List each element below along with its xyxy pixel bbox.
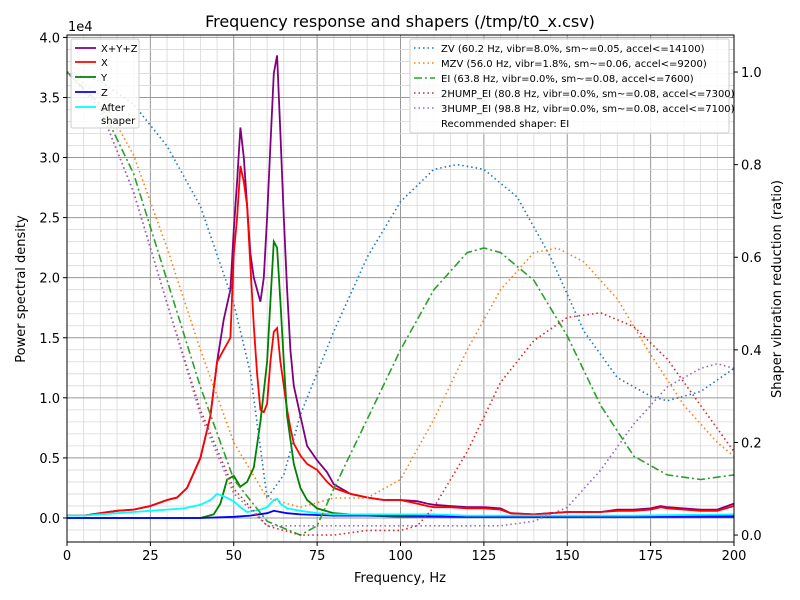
shaper-series-group xyxy=(66,71,735,536)
shaper-line xyxy=(66,71,735,509)
legend-psd-label: shaper xyxy=(101,116,136,127)
x-tick-label: 25 xyxy=(142,549,159,564)
y2-tick-label: 0.2 xyxy=(741,436,762,451)
legend-shaper-label: MZV (56.0 Hz, vibr=1.8%, sm~=0.06, accel… xyxy=(441,59,707,70)
x-axis-label: Frequency, Hz xyxy=(354,571,446,586)
y2-tick-label: 0.0 xyxy=(741,529,762,544)
legend-psd-label: After xyxy=(101,103,126,114)
y-scale-note: 1e4 xyxy=(68,20,93,35)
grid-lines xyxy=(67,35,734,543)
y-tick-label: 4.0 xyxy=(39,31,60,46)
y-tick-label: 3.5 xyxy=(39,91,60,106)
y-tick-label: 1.0 xyxy=(39,392,60,407)
legend-psd-label: Z xyxy=(101,88,108,99)
x-tick-label: 200 xyxy=(722,549,747,564)
legend-shaper-label: 3HUMP_EI (98.8 Hz, vibr=0.0%, sm~=0.08, … xyxy=(441,104,735,115)
y2-tick-label: 0.4 xyxy=(741,344,762,359)
x-tick-label: 150 xyxy=(555,549,580,564)
y-tick-label: 1.5 xyxy=(39,332,60,347)
psd-line xyxy=(67,492,735,517)
y-tick-label: 2.0 xyxy=(39,272,60,287)
y2-tick-label: 1.0 xyxy=(741,66,762,81)
legend-psd-label: X+Y+Z xyxy=(101,44,138,55)
legend-shapers-box xyxy=(409,38,730,134)
legend-psd-label: X xyxy=(101,58,108,69)
y-tick-label: 0.5 xyxy=(39,452,60,467)
legend-shaper-label: ZV (60.2 Hz, vibr=8.0%, sm~=0.05, accel<… xyxy=(441,44,705,55)
shaper-line xyxy=(66,71,735,501)
y2-tick-label: 0.6 xyxy=(741,251,762,266)
x-axis-ticks: 0 25 50 75 100 125 150 175 200 xyxy=(63,542,747,564)
y-axis-label: Power spectral density xyxy=(14,215,29,363)
legend-psd: X+Y+Z XYZ After shaper xyxy=(70,38,140,129)
y-tick-label: 3.0 xyxy=(39,152,60,167)
x-tick-label: 0 xyxy=(63,549,71,564)
x-tick-label: 50 xyxy=(225,549,242,564)
y-tick-label: 2.5 xyxy=(39,212,60,227)
x-tick-label: 100 xyxy=(388,549,413,564)
legend-shaper-label: EI (63.8 Hz, vibr=0.0%, sm~=0.08, accel<… xyxy=(441,74,694,85)
recommended-shaper-label: Recommended shaper: EI xyxy=(441,119,569,130)
legend-shaper-label: 2HUMP_EI (80.8 Hz, vibr=0.0%, sm~=0.08, … xyxy=(441,89,735,100)
legend-psd-label: Y xyxy=(100,73,108,84)
psd-line xyxy=(67,509,734,519)
legend-shapers: ZV (60.2 Hz, vibr=8.0%, sm~=0.05, accel<… xyxy=(409,38,735,134)
y-tick-label: 0.0 xyxy=(39,512,60,527)
x-tick-label: 125 xyxy=(471,549,496,564)
x-tick-label: 75 xyxy=(309,549,326,564)
y2-axis-ticks: 0.0 0.2 0.4 0.6 0.8 1.0 xyxy=(734,66,762,544)
y2-tick-label: 0.8 xyxy=(741,159,762,174)
shaper-line xyxy=(66,71,735,536)
chart-title: Frequency response and shapers (/tmp/t0_… xyxy=(205,12,595,32)
y-axis-ticks: 0.0 0.5 1.0 1.5 2.0 2.5 3.0 3.5 4.0 xyxy=(39,31,67,527)
y2-axis-label: Shaper vibration reduction (ratio) xyxy=(770,180,785,398)
shaper-line xyxy=(66,71,735,527)
x-tick-label: 175 xyxy=(638,549,663,564)
